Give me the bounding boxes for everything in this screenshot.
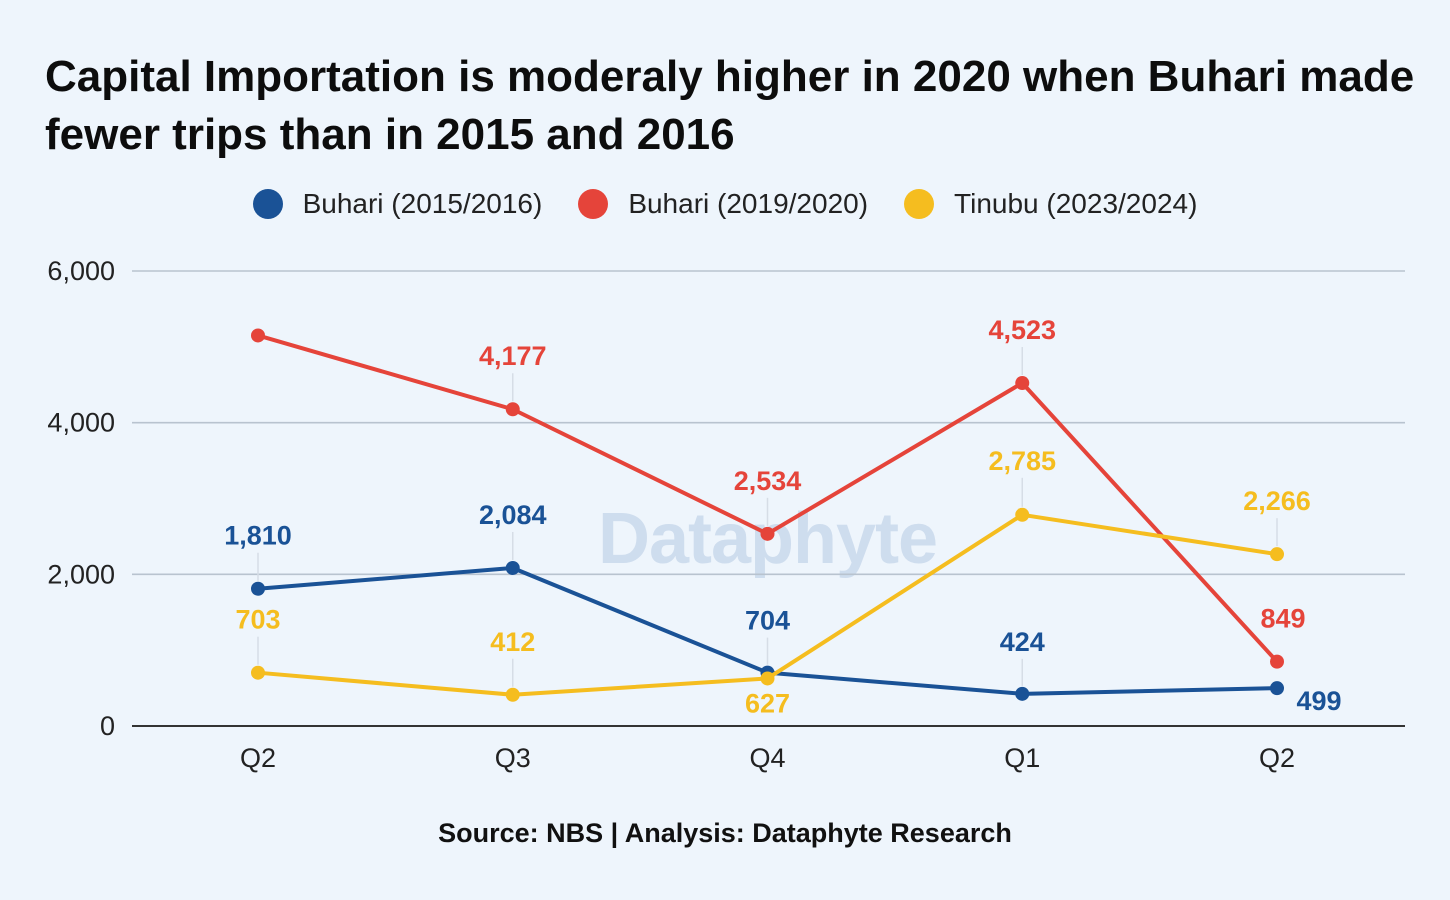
data-point	[760, 671, 775, 686]
x-tick-label: Q3	[495, 743, 531, 773]
data-label: 1,810	[224, 521, 292, 551]
chart-legend: Buhari (2015/2016) Buhari (2019/2020) Ti…	[0, 188, 1450, 220]
data-label: 2,785	[988, 446, 1056, 476]
data-point	[1270, 547, 1284, 562]
data-label: 2,266	[1243, 486, 1311, 516]
data-label: 2,534	[734, 466, 802, 496]
x-tick-label: Q1	[1004, 743, 1040, 773]
data-point	[1015, 686, 1030, 701]
legend-marker-buhari-2015	[252, 189, 283, 219]
data-point	[505, 687, 520, 702]
data-point	[251, 581, 265, 596]
x-tick-label: Q4	[749, 743, 785, 773]
legend-label-buhari-2019: Buhari (2019/2020)	[628, 188, 869, 219]
data-point	[760, 526, 775, 541]
legend-marker-buhari-2019	[578, 189, 609, 219]
data-label: 849	[1260, 604, 1305, 634]
source-note: Source: NBS | Analysis: Dataphyte Resear…	[438, 818, 1012, 848]
data-label: 4,177	[479, 341, 547, 371]
legend-item-tinubu-2023[interactable]: Tinubu (2023/2024)	[904, 188, 1197, 220]
y-tick-label: 4,000	[47, 408, 115, 438]
y-tick-label: 0	[100, 711, 115, 741]
legend-label-buhari-2015: Buhari (2015/2016)	[302, 188, 543, 219]
y-tick-label: 6,000	[47, 256, 115, 286]
x-tick-label: Q2	[1259, 743, 1295, 773]
data-point	[1270, 681, 1284, 696]
data-point	[251, 328, 265, 343]
legend-item-buhari-2019[interactable]: Buhari (2019/2020)	[578, 188, 868, 220]
data-label: 627	[745, 688, 790, 718]
data-point	[251, 665, 265, 680]
data-point	[1015, 507, 1030, 522]
data-label: 703	[235, 605, 280, 635]
data-label: 499	[1296, 686, 1341, 716]
legend-label-tinubu-2023: Tinubu (2023/2024)	[954, 188, 1198, 219]
data-label: 704	[745, 606, 790, 636]
data-label: 4,523	[988, 315, 1056, 345]
y-tick-label: 2,000	[47, 559, 115, 589]
legend-marker-tinubu-2023	[904, 189, 935, 219]
legend-item-buhari-2015[interactable]: Buhari (2015/2016)	[252, 188, 543, 220]
data-label: 424	[1000, 627, 1045, 657]
data-point	[505, 560, 520, 575]
x-tick-label: Q2	[240, 743, 276, 773]
data-point	[505, 402, 520, 417]
data-label: 412	[490, 627, 535, 657]
data-point	[1015, 376, 1030, 391]
chart-title: Capital Importation is moderaly higher i…	[45, 52, 1415, 159]
data-point	[1270, 654, 1284, 669]
data-label: 2,084	[479, 500, 547, 530]
